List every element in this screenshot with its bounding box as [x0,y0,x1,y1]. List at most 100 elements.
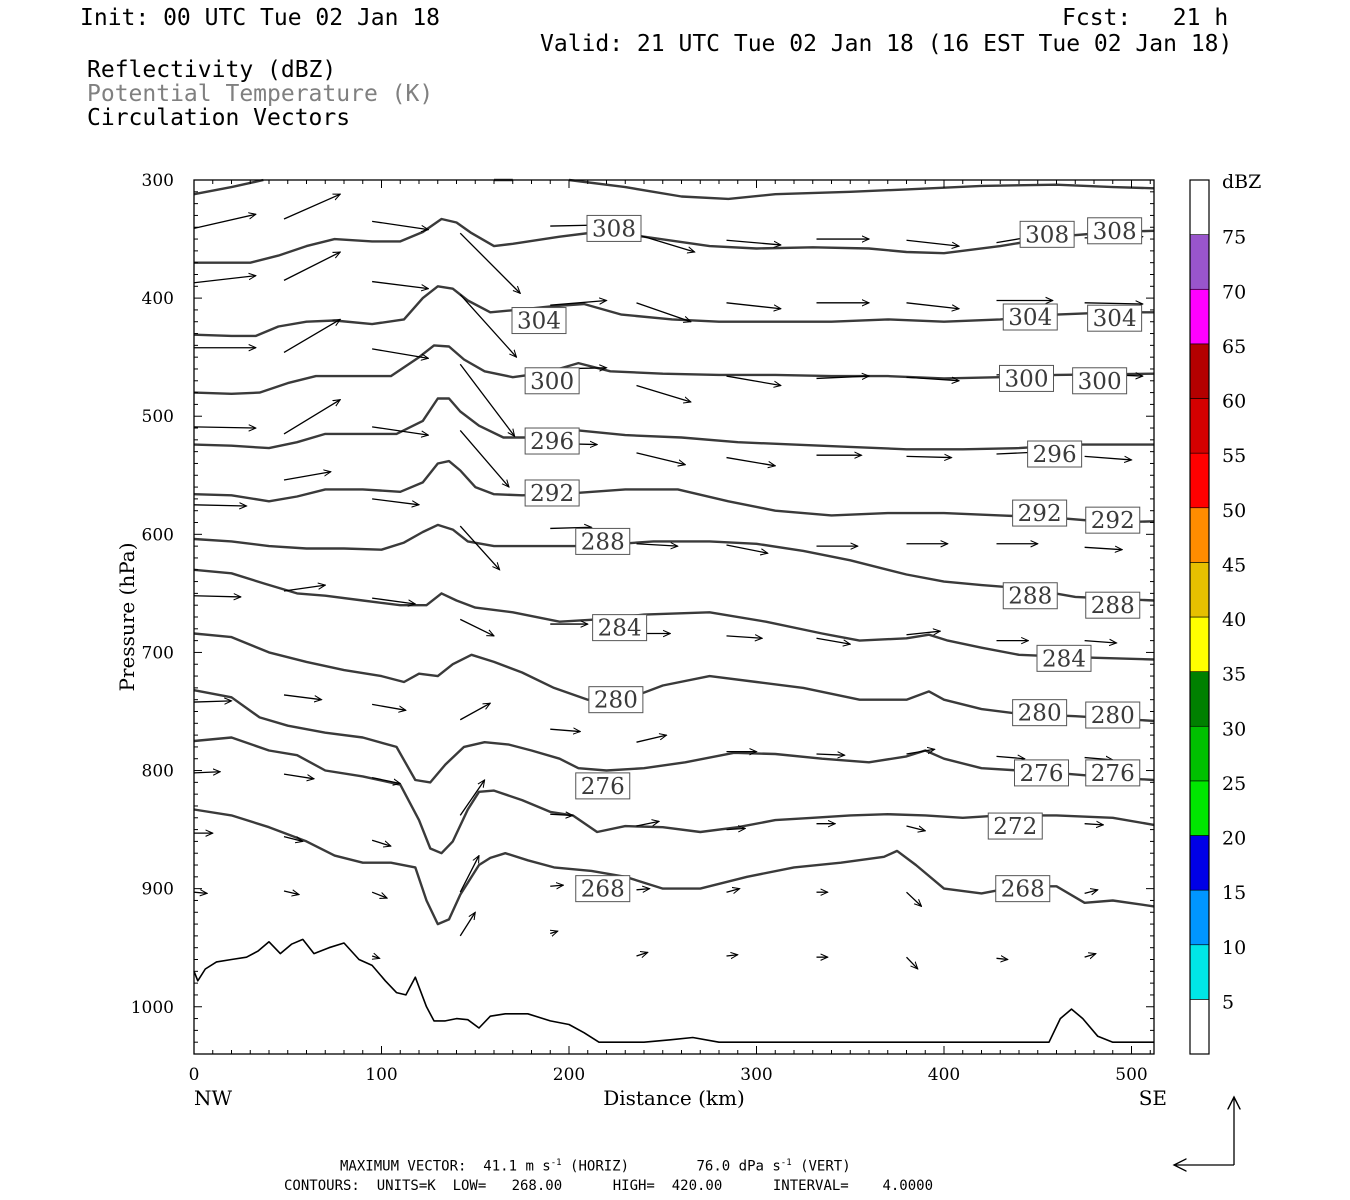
circulation-vector [459,294,516,358]
contour-label-text: 288 [581,529,625,555]
circulation-vector [193,892,207,893]
theta-contour-312 [568,178,1155,201]
contour-label-text: 304 [1008,305,1052,331]
x-tick-label: 500 [1115,1065,1147,1085]
colorbar-label: 30 [1222,718,1246,740]
contour-label-box [1012,499,1068,527]
contour-label-268: 268 [575,875,631,903]
circulation-vector [636,233,695,252]
contour-label-box [575,527,631,555]
circulation-vector [193,772,220,773]
contour-label-box [586,214,642,242]
circulation-vector [459,429,509,487]
colorbar: 5 10 15 20 25 30 35 40 45 50 55 60 65 70 75 dBZ [1189,171,1261,1055]
init-time: Init: 00 UTC Tue 02 Jan 18 [80,5,441,31]
circulation-vector [636,452,686,465]
contour-label-text: 276 [1020,761,1064,787]
contour-label-text: 284 [1042,646,1086,672]
contour-label-box [1014,759,1069,787]
circulation-vector [906,302,960,309]
colorbar-segment [1189,889,1210,946]
circulation-vector [459,363,514,436]
x-tick-label: 0 [189,1065,200,1085]
circulation-vector [372,348,428,358]
y-tick-label: 800 [142,762,174,782]
theta-contour-284 [193,568,1155,661]
colorbar-label: 40 [1222,609,1246,631]
contour-label-276: 276 [1014,759,1069,787]
colorbar-label: 60 [1222,391,1246,413]
colorbar-segment [1189,835,1210,891]
contour-label-box [1087,217,1143,245]
contour-label-308: 308 [1087,217,1143,245]
colorbar-segment [1189,780,1210,836]
vert-tag: (VERT) [800,1158,851,1175]
colorbar-segment [1189,616,1210,672]
circulation-vector [283,836,303,842]
contour-label-text: 292 [1091,508,1135,534]
contour-label-box [1087,304,1143,332]
contour-label-text: 276 [581,774,625,800]
forecast-hour: Fcst: 21 h [1062,5,1229,31]
contour-label-300: 300 [524,367,580,395]
contour-label-292: 292 [1012,499,1068,527]
circulation-vector [371,891,387,898]
nw-label: NW [194,1086,233,1110]
circulation-vector [550,729,580,731]
circulation-vector [550,885,563,886]
y-tick-label: 600 [142,525,174,545]
contour-label-box [1012,699,1068,727]
circulation-vector [371,776,400,784]
contour-label-text: 304 [1093,306,1137,332]
circulation-vector [636,384,691,403]
contour-label-text: 276 [1091,761,1135,787]
contour-label-300: 300 [1072,367,1128,395]
contour-label-text: 308 [1093,219,1137,245]
circulation-vector [283,773,314,779]
contour-label-304: 304 [1002,303,1058,331]
contour-label-text: 280 [594,688,638,714]
theta-contour-308 [194,217,1155,264]
colorbar-segment [1189,452,1210,509]
circulation-vector [459,780,484,816]
circulation-vector [459,525,499,570]
circulation-vector [283,193,340,220]
circulation-vector [1084,641,1117,643]
circulation-vector [996,958,1008,959]
circulation-vector [283,891,299,895]
colorbar-frame [1189,179,1210,1055]
colorbar-segment [1189,234,1210,290]
colorbar-segment [1189,288,1210,345]
contour-label-text: 280 [1018,701,1062,727]
colorbar-segment [1189,999,1210,1055]
y-tick-label: 300 [142,171,174,191]
colorbar-label: 45 [1222,554,1246,576]
contour-label-text: 296 [530,429,574,455]
colorbar-segment [1189,398,1210,454]
circulation-vector [636,889,650,890]
contour-label-288: 288 [1002,582,1058,610]
circulation-vector [636,302,691,322]
contour-label-text: 268 [1001,877,1045,903]
contour-label-308: 308 [1019,220,1075,248]
circulation-vector [726,239,781,245]
scale-arrows [1174,1097,1234,1165]
legend-reflectivity: Reflectivity (dBZ) [87,57,337,83]
contour-label-284: 284 [592,614,648,642]
contour-label-box [511,307,567,335]
circulation-vector [372,498,419,505]
circulation-vector [726,302,781,309]
vectors-layer [193,193,1143,969]
y-tick-label: 500 [142,407,174,427]
colorbar-label: 5 [1222,991,1234,1013]
circulation-vector [1084,954,1096,958]
y-tick-label: 900 [142,880,174,900]
colorbar-segment [1189,343,1210,399]
contour-label-box [524,479,580,507]
y-axis-label: Pressure (hPa) [115,543,139,692]
circulation-vector [193,596,241,597]
contour-label-text: 300 [530,369,574,395]
theta-contour-296 [193,397,1154,451]
contour-label-box [588,686,644,714]
circulation-vector [283,585,325,592]
